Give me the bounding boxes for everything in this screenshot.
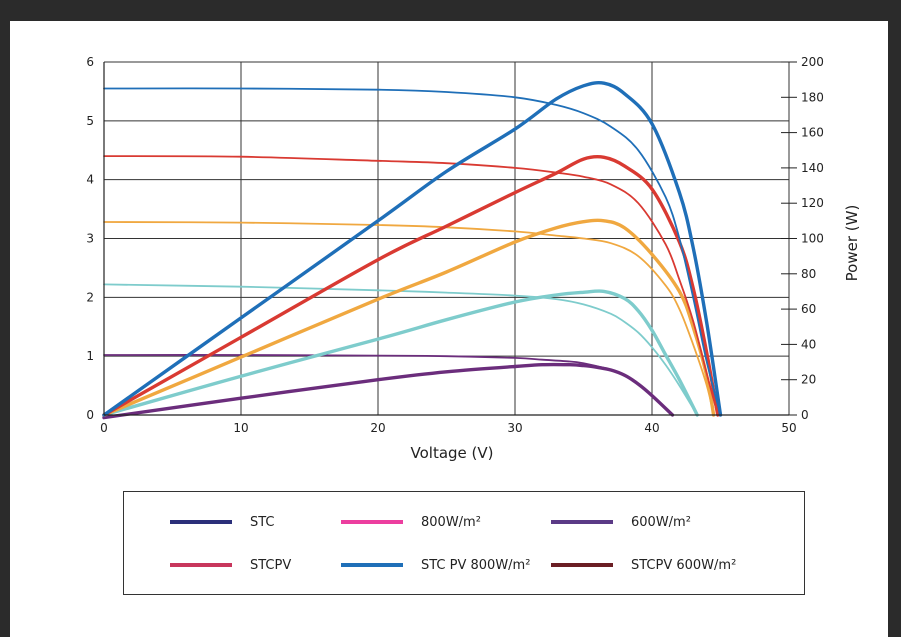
current-curve-4 bbox=[103, 221, 715, 416]
legend-item-stcpv: STCPV bbox=[170, 555, 291, 575]
legend-label: 800W/m² bbox=[421, 514, 481, 530]
y2-tick-label: 20 bbox=[801, 373, 816, 387]
legend-swatch bbox=[170, 520, 232, 524]
legend-label: 600W/m² bbox=[631, 514, 691, 530]
legend-item-stc-pv-800w: STC PV 800W/m² bbox=[341, 555, 530, 575]
current-curve-2 bbox=[103, 155, 719, 416]
legend-swatch bbox=[551, 520, 613, 524]
y2-tick-label: 0 bbox=[801, 408, 809, 422]
legend-label: STC PV 800W/m² bbox=[421, 557, 531, 573]
y-tick-label: 4 bbox=[86, 173, 94, 187]
legend-swatch bbox=[341, 563, 403, 567]
y2-tick-label: 120 bbox=[801, 196, 824, 210]
y2-axis-title: Power (W) bbox=[843, 205, 861, 282]
y2-tick-label: 100 bbox=[801, 232, 824, 246]
legend-label: STC bbox=[250, 514, 275, 530]
y2-tick-label: 40 bbox=[801, 337, 816, 351]
y-tick-label: 1 bbox=[86, 349, 94, 363]
legend-item-stc: STC bbox=[170, 512, 275, 532]
y-tick-label: 2 bbox=[86, 290, 94, 304]
y-tick-label: 0 bbox=[86, 408, 94, 422]
power-curve-3 bbox=[102, 154, 720, 417]
x-tick-label: 20 bbox=[370, 421, 385, 435]
power-curve-7 bbox=[102, 289, 699, 417]
legend-item-800w: 800W/m² bbox=[341, 512, 481, 532]
y2-tick-label: 160 bbox=[801, 126, 824, 140]
legend-label: STCPV bbox=[250, 557, 292, 573]
current-curve-0 bbox=[103, 87, 722, 416]
x-tick-label: 40 bbox=[644, 421, 659, 435]
legend-swatch bbox=[170, 563, 232, 567]
legend-swatch bbox=[341, 520, 403, 524]
y2-tick-label: 140 bbox=[801, 161, 824, 175]
x-tick-label: 10 bbox=[233, 421, 248, 435]
legend: STC 800W/m² 600W/m² STCPV STC PV 800W/m²… bbox=[123, 491, 805, 595]
y-tick-label: 5 bbox=[86, 114, 94, 128]
current-curve-6 bbox=[103, 283, 699, 416]
chart-plot: 0 10 20 30 40 5001234560204060801001201401601… bbox=[86, 55, 861, 462]
chart-frame: 0 10 20 30 40 50 0 1 2 3 4 5 6 0 20 40 60 80 100 120 140 160 1… bbox=[10, 21, 888, 637]
x-axis-title: Voltage (V) bbox=[411, 444, 494, 462]
legend-item-stcpv-600w: STCPV 600W/m² bbox=[551, 555, 736, 575]
x-tick-label: 30 bbox=[507, 421, 522, 435]
y2-tick-label: 60 bbox=[801, 302, 816, 316]
y2-tick-label: 200 bbox=[801, 55, 824, 69]
y2-tick-label: 180 bbox=[801, 90, 824, 104]
x-tick-label: 0 bbox=[100, 421, 108, 435]
y2-tick-label: 80 bbox=[801, 267, 816, 281]
power-curve-5 bbox=[102, 218, 716, 417]
legend-item-600w: 600W/m² bbox=[551, 512, 691, 532]
y-tick-label: 3 bbox=[86, 232, 94, 246]
power-curve-1 bbox=[102, 80, 723, 417]
y-tick-label: 6 bbox=[86, 55, 94, 69]
legend-swatch bbox=[551, 563, 613, 567]
x-tick-label: 50 bbox=[781, 421, 796, 435]
legend-label: STCPV 600W/m² bbox=[631, 557, 737, 573]
current-curve-8 bbox=[103, 354, 674, 416]
